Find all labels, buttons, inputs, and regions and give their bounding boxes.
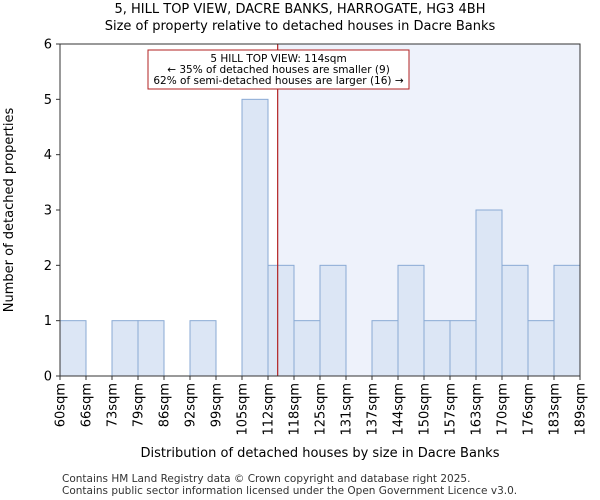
x-tick-label-66sqm: 66sqm xyxy=(80,383,95,427)
bar-92sqm xyxy=(189,320,217,377)
x-tick-label-144sqm: 144sqm xyxy=(392,383,407,436)
bar-118sqm xyxy=(293,320,321,377)
bar-163sqm xyxy=(475,209,503,377)
y-tick-label-4: 4 xyxy=(44,148,52,163)
x-tick-label-73sqm: 73sqm xyxy=(106,383,121,427)
y-tick-label-6: 6 xyxy=(44,38,52,53)
y-tick-label-0: 0 xyxy=(44,370,52,385)
x-tick-label-60sqm: 60sqm xyxy=(54,383,69,427)
footer: Contains HM Land Registry data © Crown c… xyxy=(62,473,517,497)
bar-79sqm xyxy=(137,320,165,377)
x-tick-label-163sqm: 163sqm xyxy=(470,383,485,436)
x-tick-label-92sqm: 92sqm xyxy=(184,383,199,427)
x-tick-label-170sqm: 170sqm xyxy=(496,383,511,436)
bar-157sqm xyxy=(449,320,477,377)
y-axis-title: Number of detached properties xyxy=(2,108,17,313)
y-tick-label-3: 3 xyxy=(44,204,52,219)
bar-150sqm xyxy=(423,320,451,377)
x-tick-label-112sqm: 112sqm xyxy=(262,383,277,436)
x-tick-label-176sqm: 176sqm xyxy=(522,383,537,436)
x-tick-label-137sqm: 137sqm xyxy=(366,383,381,436)
annotation-line-2: ← 35% of detached houses are smaller (9) xyxy=(167,64,390,76)
bar-144sqm xyxy=(397,264,425,377)
x-tick-label-125sqm: 125sqm xyxy=(314,383,329,436)
footer-line-2: Contains public sector information licen… xyxy=(62,485,518,497)
bar-176sqm xyxy=(527,320,555,377)
x-tick-label-150sqm: 150sqm xyxy=(418,383,433,436)
bar-112sqm xyxy=(267,264,295,377)
x-tick-label-183sqm: 183sqm xyxy=(548,383,563,436)
x-tick-label-131sqm: 131sqm xyxy=(340,383,355,436)
y-tick-label-1: 1 xyxy=(44,314,52,329)
chart-subtitle: Size of property relative to detached ho… xyxy=(104,19,496,34)
annotation-line-3: 62% of semi-detached houses are larger (… xyxy=(153,75,404,87)
bar-73sqm xyxy=(111,320,139,377)
bar-125sqm xyxy=(319,264,347,377)
footer-line-1: Contains HM Land Registry data © Crown c… xyxy=(62,473,471,485)
x-axis-title: Distribution of detached houses by size … xyxy=(141,446,500,461)
x-tick-label-118sqm: 118sqm xyxy=(288,383,303,436)
x-tick-label-105sqm: 105sqm xyxy=(236,383,251,436)
y-tick-label-5: 5 xyxy=(44,93,52,108)
bar-170sqm xyxy=(501,264,529,377)
bar-60sqm xyxy=(59,320,87,377)
y-tick-label-2: 2 xyxy=(44,259,52,274)
bar-105sqm xyxy=(241,98,269,377)
x-tick-label-86sqm: 86sqm xyxy=(158,383,173,427)
x-tick-label-189sqm: 189sqm xyxy=(574,383,589,436)
bar-183sqm xyxy=(553,264,581,377)
x-tick-label-99sqm: 99sqm xyxy=(210,383,225,427)
annotation-line-1: 5 HILL TOP VIEW: 114sqm xyxy=(210,53,346,65)
annotation-box xyxy=(147,49,410,90)
x-tick-label-79sqm: 79sqm xyxy=(132,383,147,427)
bar-137sqm xyxy=(371,320,399,377)
chart-title: 5, HILL TOP VIEW, DACRE BANKS, HARROGATE… xyxy=(114,2,486,17)
x-tick-label-157sqm: 157sqm xyxy=(444,383,459,436)
